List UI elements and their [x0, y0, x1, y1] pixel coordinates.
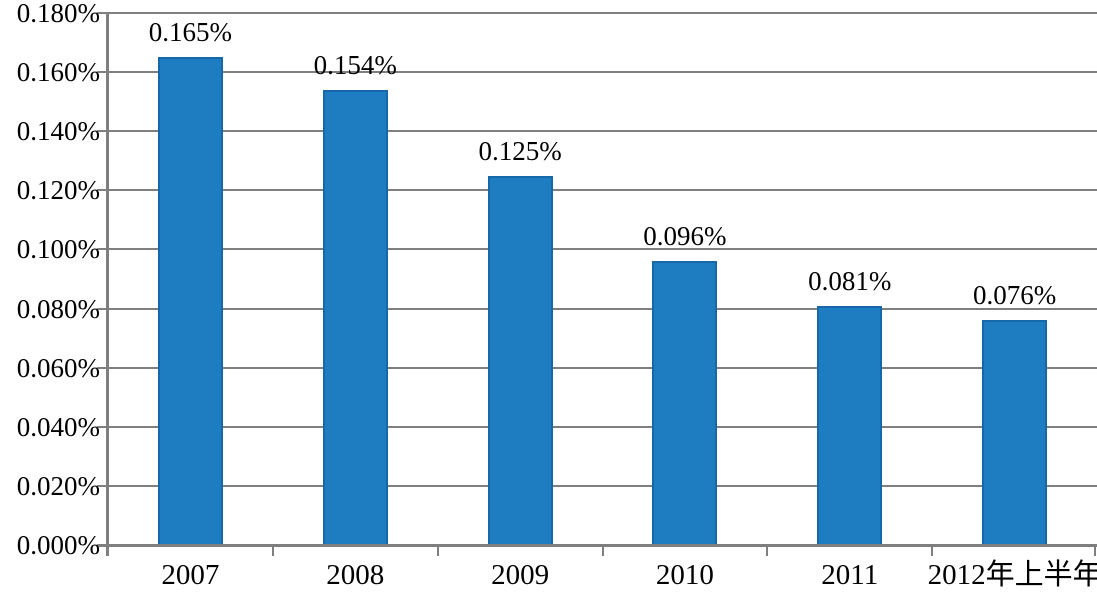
x-tick-mark [931, 545, 934, 556]
bar-value-label: 0.125% [478, 135, 562, 166]
gridline [108, 484, 1097, 487]
y-tick-label: 0.120% [16, 175, 100, 206]
y-tick-mark [97, 71, 108, 74]
x-tick-label: 2007 [161, 559, 220, 591]
gridline [108, 189, 1097, 192]
x-tick-mark [766, 545, 769, 556]
y-tick-label: 0.060% [16, 352, 100, 383]
y-tick-label: 0.180% [16, 0, 100, 28]
x-tick-label: 2011 [821, 559, 879, 591]
y-tick-label: 0.100% [16, 234, 100, 265]
bar [157, 57, 223, 545]
x-tick-mark [1094, 545, 1096, 556]
gridline [108, 366, 1097, 369]
y-axis-line [106, 13, 109, 556]
y-tick-label: 0.080% [16, 293, 100, 324]
y-tick-mark [97, 366, 108, 369]
gridline [108, 130, 1097, 133]
y-tick-label: 0.020% [16, 470, 100, 501]
bar [652, 261, 718, 545]
x-tick-label: 2010 [655, 559, 714, 591]
bar [982, 320, 1048, 545]
bar [322, 89, 388, 545]
gridline [108, 425, 1097, 428]
x-tick-label: 2012年上半年 [927, 559, 1097, 591]
y-tick-mark [97, 484, 108, 487]
gridline [108, 71, 1097, 74]
y-tick-label: 0.040% [16, 411, 100, 442]
x-tick-mark [601, 545, 604, 556]
gridline [108, 248, 1097, 251]
bar [487, 175, 553, 545]
x-axis-line [97, 544, 1097, 547]
y-tick-mark [97, 12, 108, 14]
y-tick-label: 0.160% [16, 57, 100, 88]
bar-value-label: 0.076% [972, 280, 1057, 311]
y-tick-mark [97, 307, 108, 310]
bar-value-label: 0.081% [808, 265, 892, 296]
x-tick-mark [436, 545, 439, 556]
gridline [108, 12, 1097, 14]
y-tick-mark [97, 189, 108, 192]
y-tick-mark [97, 130, 108, 133]
y-tick-mark [97, 425, 108, 428]
x-tick-label: 2009 [491, 559, 550, 591]
bar-value-label: 0.096% [643, 221, 727, 252]
bar [817, 305, 883, 545]
bar-value-label: 0.165% [148, 17, 233, 48]
x-tick-mark [271, 545, 274, 556]
gridline [108, 307, 1097, 310]
bar-value-label: 0.154% [313, 49, 397, 80]
y-tick-label: 0.140% [16, 116, 100, 147]
x-tick-label: 2008 [326, 559, 385, 591]
y-tick-label: 0.000% [16, 530, 100, 560]
y-tick-mark [97, 248, 108, 251]
